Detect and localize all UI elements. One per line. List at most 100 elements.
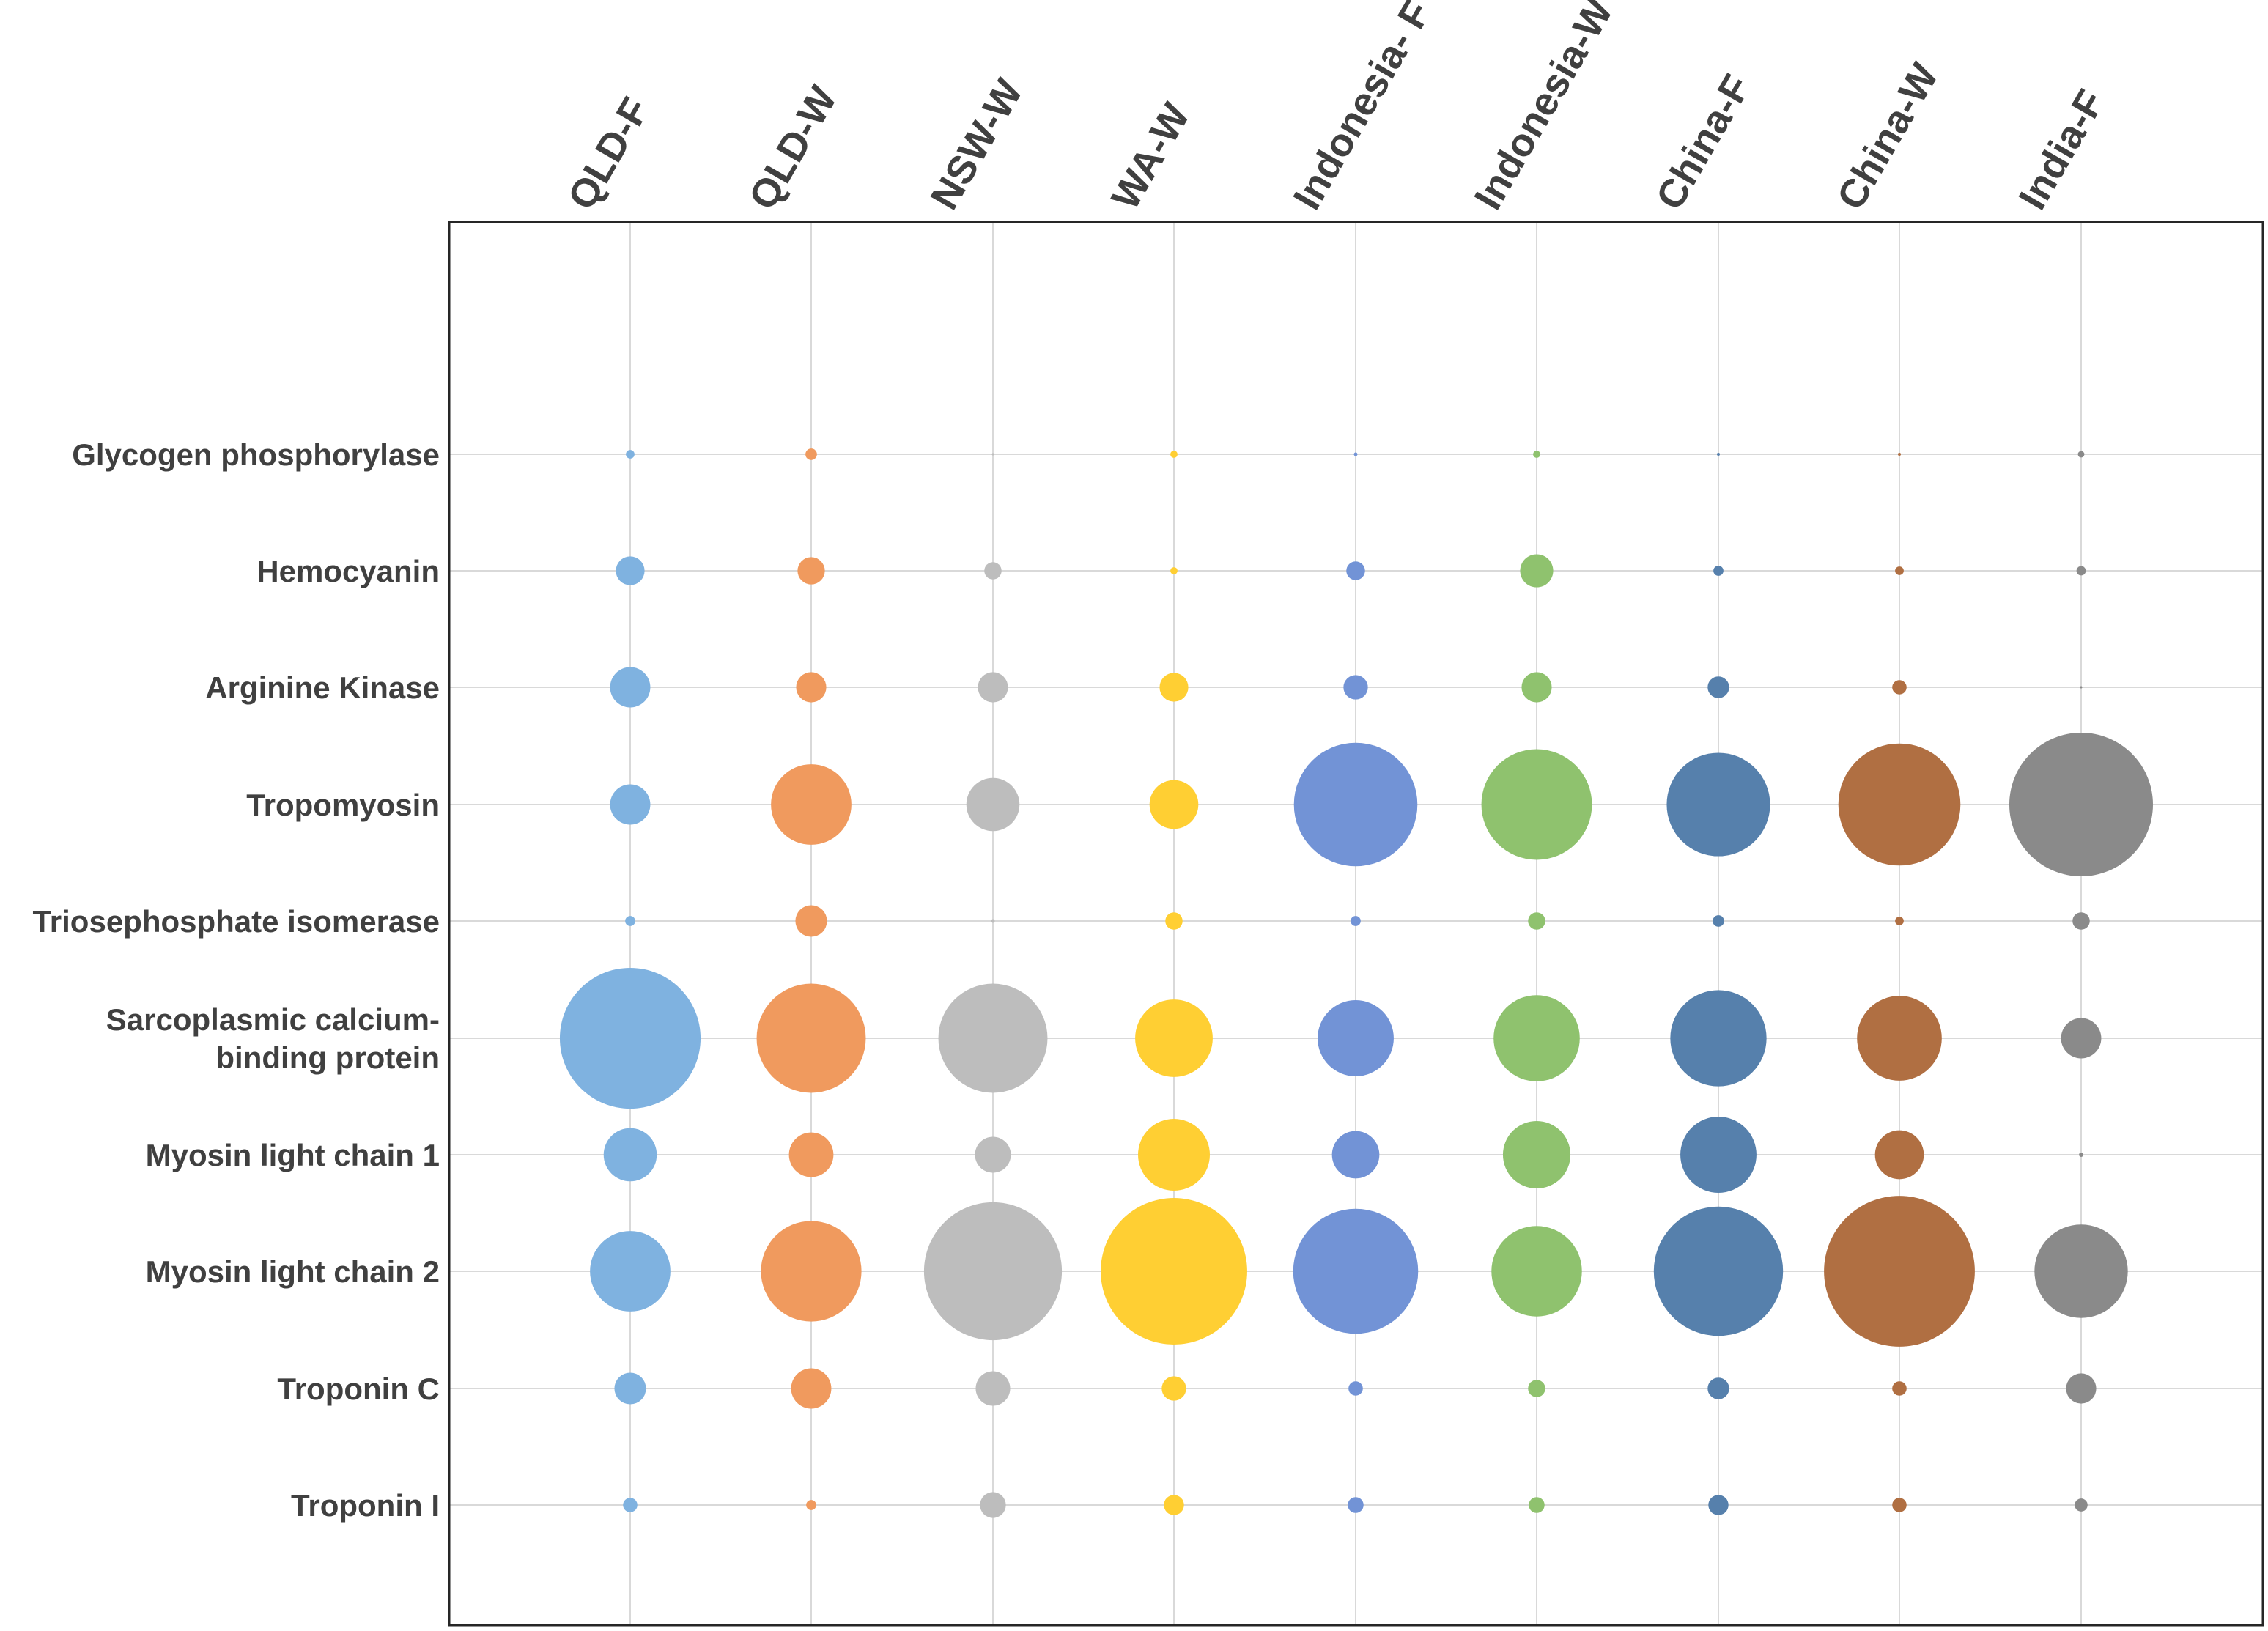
y-axis-ticks: Glycogen phosphorylase Hemocyanin Arginine… xyxy=(32,437,440,1523)
bubble-point xyxy=(1161,1376,1186,1401)
bubble-point xyxy=(1529,1497,1545,1513)
bubble-point xyxy=(626,450,635,459)
bubble-point xyxy=(1159,673,1189,702)
bubble-point xyxy=(1353,452,1358,456)
bubble-point xyxy=(938,983,1048,1093)
bubble-point xyxy=(756,983,866,1093)
bubbles xyxy=(559,448,2153,1518)
bubble-point xyxy=(1502,1120,1571,1189)
bubble-point xyxy=(975,1136,1011,1173)
bubble-point xyxy=(805,448,817,460)
bubble-point xyxy=(1331,1131,1380,1179)
bubble-point xyxy=(1713,566,1724,576)
x-tick-label: QLD-F xyxy=(559,90,657,217)
bubble-point xyxy=(1680,1117,1757,1193)
bubble-point xyxy=(1149,780,1199,829)
bubble-point xyxy=(797,557,825,585)
bubble-point xyxy=(2061,1018,2102,1059)
y-tick-label: Hemocyanin xyxy=(256,554,440,588)
bubble-point xyxy=(1892,1381,1907,1396)
bubble-point xyxy=(2079,1153,2083,1157)
bubble-point xyxy=(1101,1198,1247,1345)
bubble-point xyxy=(1170,451,1178,458)
bubble-point xyxy=(761,1221,862,1322)
bubble-point xyxy=(966,777,1020,832)
y-tick-label: Tropomyosin xyxy=(246,788,440,822)
bubble-point xyxy=(2009,733,2153,876)
bubble-point xyxy=(975,1371,1011,1406)
bubble-point xyxy=(1717,453,1720,456)
bubble-point xyxy=(1170,567,1178,574)
bubble-point xyxy=(1491,1226,1582,1317)
bubble-point xyxy=(2066,1373,2097,1404)
bubble-point xyxy=(1824,1196,1975,1347)
y-tick-label: Myosin light chain 1 xyxy=(146,1138,440,1172)
x-tick-label: WA-W xyxy=(1103,96,1198,217)
bubble-point xyxy=(1528,1380,1545,1397)
bubble-point xyxy=(2075,1498,2088,1512)
bubble-point xyxy=(1348,1381,1363,1396)
bubble-point xyxy=(623,1498,638,1512)
y-tick-label: Myosin light chain 2 xyxy=(146,1254,440,1289)
bubble-point xyxy=(978,672,1008,703)
x-tick-label: China-W xyxy=(1828,56,1946,217)
bubble-point xyxy=(1348,1497,1364,1513)
bubble-point xyxy=(590,1231,671,1312)
bubble-point xyxy=(771,764,852,845)
y-tick-label: Sarcoplasmic calcium-binding protein xyxy=(106,1002,440,1075)
x-tick-label: NSW-W xyxy=(922,72,1031,217)
bubble-point xyxy=(559,967,701,1109)
bubble-point xyxy=(1138,1119,1210,1191)
x-axis-ticks: QLD-F QLD-W NSW-W WA-W Indonesia- F Indonesia… xyxy=(559,0,2113,217)
y-tick-label: Troponin I xyxy=(291,1488,440,1523)
bubble-point xyxy=(1874,1130,1924,1180)
bubble-point xyxy=(923,1202,1063,1341)
x-tick-label: Indonesia- F xyxy=(1285,0,1439,217)
bubble-point xyxy=(1707,676,1729,698)
bubble-point xyxy=(1528,912,1545,930)
bubble-point xyxy=(1895,566,1904,575)
bubble-point xyxy=(1493,995,1580,1081)
bubble-point xyxy=(1666,752,1770,857)
bubble-point xyxy=(1165,912,1183,930)
bubble-point xyxy=(616,556,645,585)
bubble-point xyxy=(1713,915,1724,927)
bubble-point xyxy=(2080,686,2083,689)
bubble-point xyxy=(2034,1224,2128,1318)
bubble-point xyxy=(1293,742,1418,867)
bubble-point xyxy=(1343,675,1368,700)
bubble-point xyxy=(1857,996,1942,1081)
bubble-point xyxy=(1164,1495,1184,1515)
plot-frame xyxy=(448,221,2264,1627)
bubble-point xyxy=(1533,451,1540,458)
bubble-point xyxy=(806,1500,816,1510)
bubble-point xyxy=(1318,1000,1394,1076)
bubble-point xyxy=(1351,916,1361,926)
bubble-point xyxy=(991,919,995,923)
bubble-point xyxy=(796,672,827,703)
bubble-point xyxy=(2077,451,2085,458)
bubble-point xyxy=(1293,1208,1419,1334)
bubble-point xyxy=(610,667,651,708)
bubble-point xyxy=(1521,672,1552,703)
bubble-point xyxy=(1670,990,1767,1087)
bubble-point xyxy=(1653,1206,1784,1336)
bubble-point xyxy=(1481,749,1592,860)
bubble-point xyxy=(614,1372,646,1405)
bubble-point xyxy=(1520,554,1554,588)
bubble-point xyxy=(1895,917,1904,925)
y-tick-label: Arginine Kinase xyxy=(205,670,440,705)
y-tick-label: Triosephosphate isomerase xyxy=(32,904,440,939)
x-tick-label: India-F xyxy=(2010,83,2113,217)
bubble-point xyxy=(1346,561,1365,580)
bubble-point xyxy=(1838,743,1961,866)
bubble-point xyxy=(625,916,635,926)
bubble-point xyxy=(2076,566,2086,576)
x-tick-label: China-F xyxy=(1647,67,1759,217)
bubble-point xyxy=(980,1492,1006,1518)
bubble-point xyxy=(984,562,1002,580)
bubble-point xyxy=(791,1368,832,1409)
bubble-point xyxy=(1707,1377,1729,1399)
x-tick-label: QLD-W xyxy=(740,79,845,217)
